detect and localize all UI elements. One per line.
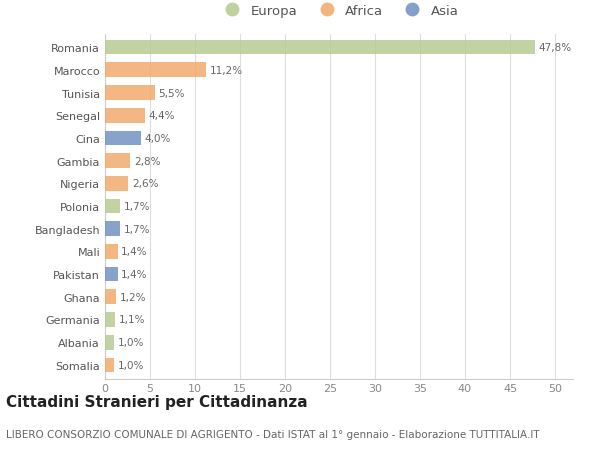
Text: 47,8%: 47,8% xyxy=(539,43,572,53)
Text: 11,2%: 11,2% xyxy=(209,66,242,76)
Text: 1,7%: 1,7% xyxy=(124,202,151,212)
Bar xyxy=(105,245,118,259)
Text: 2,6%: 2,6% xyxy=(132,179,158,189)
Bar xyxy=(105,63,206,78)
Bar xyxy=(105,154,130,168)
Text: 1,1%: 1,1% xyxy=(119,315,145,325)
Text: LIBERO CONSORZIO COMUNALE DI AGRIGENTO - Dati ISTAT al 1° gennaio - Elaborazione: LIBERO CONSORZIO COMUNALE DI AGRIGENTO -… xyxy=(6,429,539,439)
Bar xyxy=(105,222,120,236)
Text: 1,0%: 1,0% xyxy=(118,360,144,370)
Text: 1,7%: 1,7% xyxy=(124,224,151,234)
Bar xyxy=(105,177,128,191)
Bar xyxy=(105,358,114,372)
Text: 4,4%: 4,4% xyxy=(148,111,175,121)
Text: 5,5%: 5,5% xyxy=(158,88,185,98)
Text: 4,0%: 4,0% xyxy=(145,134,171,144)
Bar xyxy=(105,290,116,304)
Bar xyxy=(105,313,115,327)
Text: 1,2%: 1,2% xyxy=(119,292,146,302)
Text: 2,8%: 2,8% xyxy=(134,156,160,166)
Bar xyxy=(105,109,145,123)
Text: 1,0%: 1,0% xyxy=(118,337,144,347)
Bar xyxy=(105,199,120,214)
Bar xyxy=(105,267,118,282)
Text: 1,4%: 1,4% xyxy=(121,269,148,280)
Bar xyxy=(105,41,535,56)
Bar xyxy=(105,131,141,146)
Bar xyxy=(105,86,155,101)
Bar xyxy=(105,335,114,350)
Text: Cittadini Stranieri per Cittadinanza: Cittadini Stranieri per Cittadinanza xyxy=(6,394,308,409)
Legend: Europa, Africa, Asia: Europa, Africa, Asia xyxy=(214,0,464,23)
Text: 1,4%: 1,4% xyxy=(121,247,148,257)
